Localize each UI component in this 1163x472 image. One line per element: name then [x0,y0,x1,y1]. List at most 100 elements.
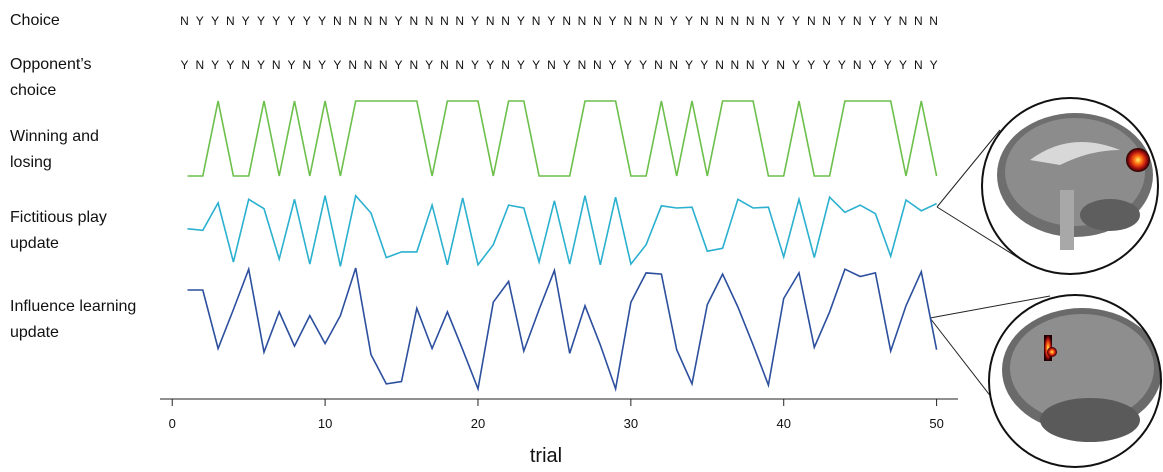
choice-letter: N [822,14,831,28]
choice-letter: N [853,14,862,28]
choice-letter: N [578,58,587,72]
choice-letter: N [425,14,434,28]
choice-letter: N [578,14,587,28]
choice-letter: N [455,58,464,72]
row-label: Winning and losing [10,124,130,176]
series-line [188,196,937,267]
choice-letter: N [914,58,923,72]
series-line [188,268,937,389]
series-line [188,101,937,176]
choice-letter: Y [899,58,907,72]
choice-letter: N [654,58,663,72]
choice-letter: Y [884,14,892,28]
choice-letter: Y [700,58,708,72]
x-tick-label: 30 [624,416,638,431]
choice-letter: Y [288,14,296,28]
choice-letter: Y [761,58,769,72]
choice-letter: N [669,58,678,72]
choice-letter: Y [624,58,632,72]
row-label: Influence learning update [10,294,180,346]
choice-letter: N [180,14,189,28]
choice-letter: Y [930,58,938,72]
choice-letter: Y [609,58,617,72]
brain-image [985,292,1163,472]
choice-letter: N [593,14,602,28]
x-tick-label: 10 [318,416,332,431]
choice-letter: N [853,58,862,72]
choice-letter: N [409,58,418,72]
choice-letter: Y [272,14,280,28]
choice-letter: Y [792,58,800,72]
choice-letter: Y [471,14,479,28]
choice-letter: Y [670,14,678,28]
choice-letter: Y [685,58,693,72]
choice-letter: Y [868,14,876,28]
choice-letter: Y [257,58,265,72]
choice-letter: N [746,58,755,72]
choice-letter: N [195,58,204,72]
chart: trial 01020304050NYYNYYYYYYNNNNYNNNNYNNY… [0,0,1163,472]
row-label: Opponent’s choice [10,52,120,104]
choice-letter: N [593,58,602,72]
choice-letter: N [639,14,648,28]
choice-letter: N [302,58,311,72]
choice-letter: N [731,58,740,72]
choice-letter: Y [486,58,494,72]
x-tick-label: 0 [169,416,176,431]
choice-letter: Y [211,14,219,28]
choice-letter: N [379,58,388,72]
choice-letter: N [929,14,938,28]
choice-letter: Y [517,58,525,72]
choice-letter: N [700,14,709,28]
choice-letter: Y [318,14,326,28]
choice-letter: N [776,58,785,72]
choice-letter: Y [868,58,876,72]
choice-letter: N [272,58,281,72]
choice-letter: N [761,14,770,28]
choice-letter: N [746,14,755,28]
choice-letter: Y [807,58,815,72]
choice-letter: N [348,14,357,28]
choice-letter: N [409,14,418,28]
choice-letter: Y [333,58,341,72]
choice-letter: Y [777,14,785,28]
brain-image [980,96,1160,276]
choice-letter: Y [242,14,250,28]
choice-letter: Y [838,14,846,28]
choice-letter: N [501,58,510,72]
row-label: Fictitious play update [10,205,150,257]
choice-letter: N [226,14,235,28]
choice-letter: N [501,14,510,28]
choice-letter: N [532,14,541,28]
choice-letter: N [486,14,495,28]
choice-letter: Y [547,14,555,28]
choice-letter: Y [425,58,433,72]
choice-letter: N [899,14,908,28]
choice-letter: Y [563,58,571,72]
choice-letter: Y [532,58,540,72]
choice-letter: Y [685,14,693,28]
choice-letter: Y [792,14,800,28]
choice-letter: N [440,14,449,28]
choice-letter: Y [288,58,296,72]
x-tick-label: 20 [471,416,485,431]
choice-letter: N [364,14,373,28]
x-tick-label: 40 [776,416,790,431]
choice-letter: Y [196,14,204,28]
choice-letter: N [440,58,449,72]
choice-letter: Y [211,58,219,72]
choice-letter: Y [884,58,892,72]
choice-letter: N [333,14,342,28]
choice-letter: N [807,14,816,28]
choice-letter: Y [226,58,234,72]
choice-letter: Y [318,58,326,72]
choice-letter: Y [257,14,265,28]
choice-letter: N [241,58,250,72]
choice-letter: Y [609,14,617,28]
x-axis-label: trial [530,445,562,467]
choice-letter: Y [395,14,403,28]
choice-letter: N [379,14,388,28]
choice-letter: N [547,58,556,72]
choice-letter: N [364,58,373,72]
choice-letter: Y [471,58,479,72]
